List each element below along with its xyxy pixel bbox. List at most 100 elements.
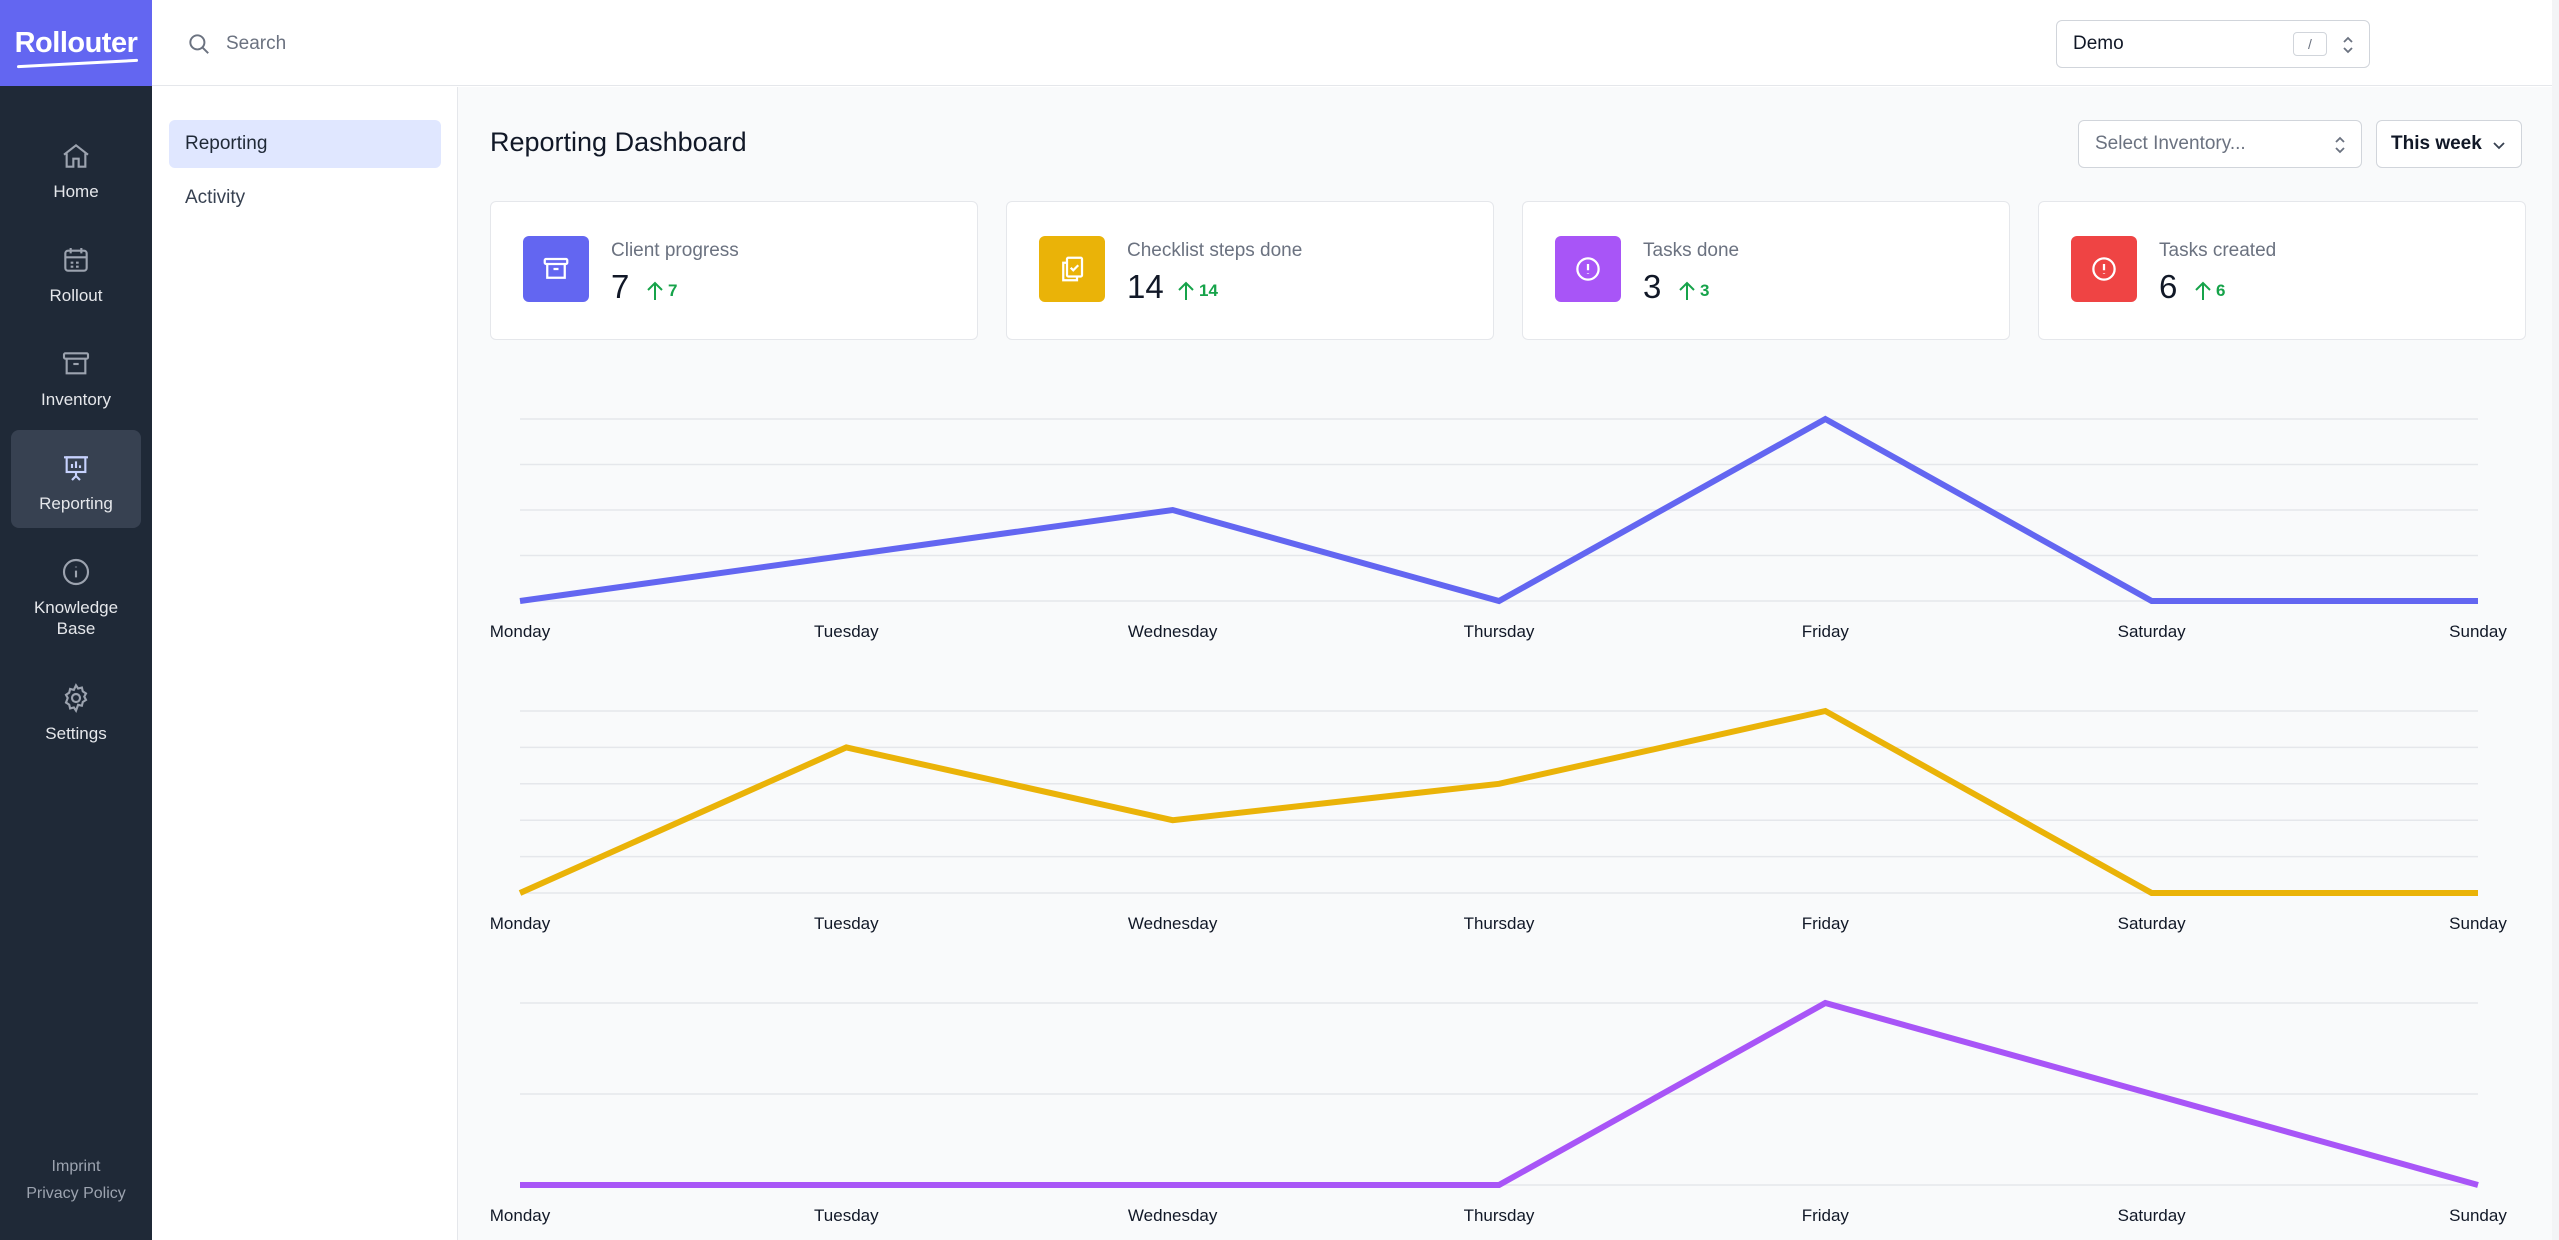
x-tick-label: Wednesday [1128, 1206, 1218, 1225]
main-content: Reporting Dashboard Select Inventory... … [458, 87, 2559, 1240]
arrow-up-icon [2195, 281, 2211, 300]
series-line [518, 707, 2478, 896]
chevron-up-down-icon [2343, 36, 2353, 54]
stat-delta: 14 [1177, 280, 1218, 302]
gear-icon [64, 683, 88, 714]
nav-item-label: Rollout [49, 286, 103, 305]
arrow-up-icon [647, 281, 663, 300]
stat-card-client-progress: Client progress 7 7 [490, 201, 978, 340]
presentation-chart-icon [64, 456, 88, 481]
x-tick-label: Thursday [1464, 622, 1535, 641]
chevron-down-icon [2493, 142, 2505, 150]
subnav-item-activity[interactable]: Activity [185, 187, 246, 208]
subnav-item-reporting[interactable]: Reporting [169, 120, 441, 168]
logo[interactable]: Rollouter [0, 0, 152, 86]
x-tick-label: Wednesday [1128, 914, 1218, 933]
x-tick-label: Saturday [2118, 1206, 2187, 1225]
stat-card-tasks-created: Tasks created 6 6 [2038, 201, 2526, 340]
calendar-icon [64, 248, 88, 272]
archive-icon [543, 257, 569, 279]
inventory-select[interactable]: Select Inventory... [2078, 120, 2362, 168]
archive-icon [62, 352, 90, 375]
x-tick-label: Saturday [2118, 622, 2187, 641]
stat-delta: 6 [2194, 280, 2225, 302]
x-tick-label: Friday [1802, 622, 1850, 641]
date-range-dropdown[interactable]: This week [2376, 120, 2522, 168]
x-tick-label: Monday [490, 914, 551, 933]
x-tick-label: Sunday [2449, 914, 2507, 933]
card-icon-bg [1039, 236, 1105, 302]
logo-text: Rollouter [14, 26, 138, 59]
nav-item-home[interactable]: Home [11, 118, 141, 216]
stat-label: Client progress [611, 240, 739, 261]
x-tick-label: Tuesday [814, 622, 879, 641]
nav-item-settings[interactable]: Settings [11, 660, 141, 758]
top-bar: Demo / T [152, 0, 2559, 86]
x-tick-label: Friday [1802, 1206, 1850, 1225]
arrow-up-icon [1679, 281, 1695, 300]
nav-item-label: Inventory [41, 390, 111, 409]
alert-circle-icon [1576, 257, 1600, 281]
date-range-label: This week [2391, 133, 2482, 154]
stat-value: 14 [1127, 268, 1164, 305]
nav-item-knowledge-base[interactable]: Knowledge Base [11, 534, 141, 652]
line-chart-client-progress: Monday Tuesday Wednesday Thursday Friday Satu… [490, 415, 2507, 641]
card-icon-bg [1555, 236, 1621, 302]
stat-value: 6 [2159, 268, 2178, 305]
imprint-link[interactable]: Imprint [51, 1158, 101, 1175]
search-icon [189, 34, 209, 54]
stat-delta-value: 14 [1199, 281, 1218, 300]
line-chart-tasks: Monday Tuesday Wednesday Thursday Friday Satu… [490, 999, 2507, 1225]
x-tick-label: Tuesday [814, 914, 879, 933]
x-tick-label: Tuesday [814, 1206, 879, 1225]
nav-item-inventory[interactable]: Inventory [11, 326, 141, 424]
stat-delta-value: 6 [2216, 281, 2226, 300]
page-title: Reporting Dashboard [490, 127, 747, 157]
x-tick-label: Thursday [1464, 914, 1535, 933]
keyboard-shortcut-hint: / [2293, 32, 2327, 56]
home-icon [63, 143, 89, 168]
organization-select-value: Demo [2073, 33, 2124, 54]
main-navigation: Rollouter Home Rollout Inventory Reporti… [0, 0, 152, 1240]
nav-item-label: Home [53, 182, 99, 201]
card-icon-bg [2071, 236, 2137, 302]
info-icon [62, 558, 90, 586]
x-tick-label: Monday [490, 622, 551, 641]
stat-label: Checklist steps done [1127, 240, 1303, 261]
secondary-sidebar: Reporting Activity [152, 87, 458, 1240]
stat-label: Tasks created [2159, 240, 2277, 261]
chevron-up-down-icon [2335, 136, 2345, 154]
scrollbar[interactable] [2552, 0, 2559, 1240]
clipboard-check-icon [1062, 256, 1084, 282]
stat-value: 3 [1643, 268, 1662, 305]
line-chart-checklist-steps: Monday Tuesday Wednesday Thursday Friday Satu… [490, 707, 2507, 933]
inventory-select-placeholder: Select Inventory... [2095, 133, 2246, 154]
nav-item-label: Settings [45, 724, 107, 743]
stat-delta: 3 [1678, 280, 1709, 302]
nav-item-label: Knowledge Base [33, 598, 119, 638]
x-tick-label: Wednesday [1128, 622, 1218, 641]
search-input[interactable] [226, 24, 926, 64]
x-tick-label: Sunday [2449, 622, 2507, 641]
stat-card-tasks-done: Tasks done 3 3 [1522, 201, 2010, 340]
x-tick-label: Sunday [2449, 1206, 2507, 1225]
stat-delta-value: 3 [1700, 281, 1710, 300]
nav-item-reporting[interactable]: Reporting [11, 430, 141, 528]
alert-circle-icon [2092, 257, 2116, 281]
card-icon-bg [523, 236, 589, 302]
arrow-up-icon [1178, 281, 1194, 300]
nav-item-rollout[interactable]: Rollout [11, 222, 141, 320]
nav-item-label: Reporting [39, 494, 113, 513]
x-tick-label: Saturday [2118, 914, 2187, 933]
x-tick-label: Friday [1802, 914, 1850, 933]
stat-delta: 7 [646, 280, 677, 302]
x-tick-label: Thursday [1464, 1206, 1535, 1225]
stat-value: 7 [611, 268, 630, 305]
series-line [519, 415, 2478, 605]
x-tick-label: Monday [490, 1206, 551, 1225]
stat-card-checklist-steps-done: Checklist steps done 14 14 [1006, 201, 1494, 340]
organization-select[interactable]: Demo / [2056, 20, 2370, 68]
privacy-policy-link[interactable]: Privacy Policy [26, 1185, 126, 1202]
series-line [520, 999, 2479, 1188]
stat-delta-value: 7 [668, 281, 678, 300]
